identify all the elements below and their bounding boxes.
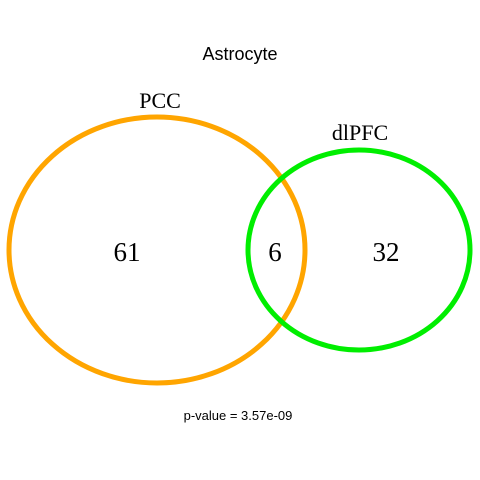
pcc-circle	[6, 114, 308, 386]
intersection-count: 6	[268, 237, 282, 267]
pcc-only-count: 61	[114, 237, 141, 267]
diagram-title: Astrocyte	[202, 44, 277, 64]
dlpfc-only-count: 32	[373, 237, 400, 267]
p-value-text: p-value = 3.57e-09	[184, 408, 293, 423]
pcc-label: PCC	[139, 88, 181, 113]
dlpfc-label: dlPFC	[332, 120, 388, 145]
dlpfc-circle	[245, 147, 473, 353]
